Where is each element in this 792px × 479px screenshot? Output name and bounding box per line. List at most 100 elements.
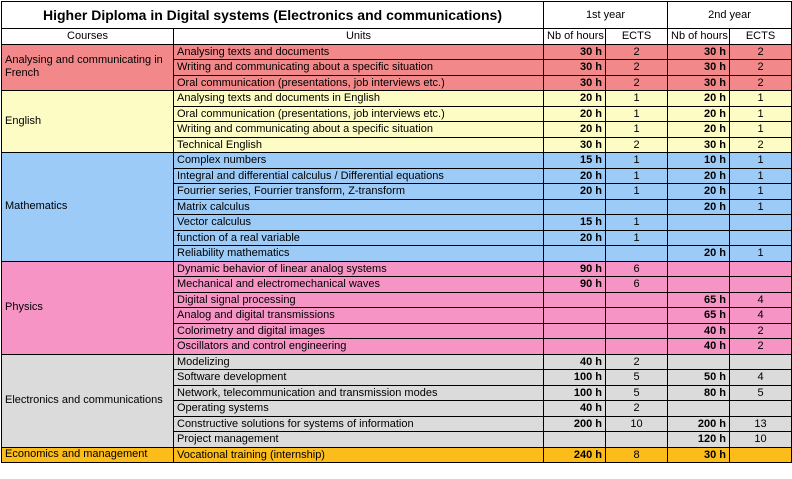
unit-cell: Project management xyxy=(173,431,544,448)
ects2-cell xyxy=(729,214,792,231)
ects2-cell: 5 xyxy=(729,384,792,401)
ects1-cell: 2 xyxy=(604,43,669,60)
unit-cell: Analysing texts and documents xyxy=(173,43,544,60)
ects2-cell xyxy=(729,276,792,293)
hours1-cell: 100 h xyxy=(543,384,606,401)
courses-header: Courses xyxy=(1,28,174,45)
hours2-cell xyxy=(667,229,731,246)
ects2-cell: 2 xyxy=(729,136,792,153)
hours2-cell xyxy=(667,276,731,293)
table-row: Oscillators and control engineering 40 h… xyxy=(2,338,792,355)
hours2-cell: 40 h xyxy=(667,322,731,339)
hours1-cell: 30 h xyxy=(543,74,606,91)
diploma-table: Higher Diploma in Digital systems (Elect… xyxy=(1,1,792,463)
table-row: English Analysing texts and documents in… xyxy=(1,90,792,153)
table-row: Economics and management Vocational trai… xyxy=(1,446,792,463)
unit-cell: Oral communication (presentations, job i… xyxy=(173,74,544,91)
ects2-cell: 2 xyxy=(729,338,792,355)
ects1-cell xyxy=(604,245,669,262)
hours1-cell: 100 h xyxy=(543,369,606,386)
unit-cell: Integral and differential calculus / Dif… xyxy=(173,167,544,184)
ects1-cell: 6 xyxy=(604,260,669,277)
table-row: Analog and digital transmissions 65 h 4 xyxy=(2,307,792,324)
hours1-cell: 200 h xyxy=(543,415,606,432)
table-row: Writing and communicating about a specif… xyxy=(2,121,792,138)
unit-cell: Software development xyxy=(173,369,544,386)
table-row: Digital signal processing 65 h 4 xyxy=(2,291,792,308)
unit-cell: Writing and communicating about a specif… xyxy=(173,121,544,138)
unit-cell: Matrix calculus xyxy=(173,198,544,215)
unit-cell: Modelizing xyxy=(173,353,544,370)
hours1-cell: 15 h xyxy=(543,152,606,169)
table-row: Mathematics Complex numbers 15 h 1 10 h … xyxy=(1,152,792,262)
table-row: Analysing and communicating in French An… xyxy=(1,43,792,91)
unit-cell: Digital signal processing xyxy=(173,291,544,308)
ects2-cell: 10 xyxy=(729,431,792,448)
ects1-cell xyxy=(604,291,669,308)
ects2-cell xyxy=(729,260,792,277)
ects2-cell: 2 xyxy=(729,43,792,60)
ects1-cell: 1 xyxy=(604,90,669,107)
unit-cell: Analysing texts and documents in English xyxy=(173,90,544,107)
hours1-cell: 20 h xyxy=(543,183,606,200)
ects1-header: ECTS xyxy=(604,28,669,45)
ects1-cell xyxy=(604,338,669,355)
ects1-cell: 6 xyxy=(604,276,669,293)
ects2-cell xyxy=(729,400,792,417)
course-cell: Electronics and communications xyxy=(1,353,174,448)
ects2-header: ECTS xyxy=(729,28,792,45)
table-row: Physics Dynamic behavior of linear analo… xyxy=(1,260,792,355)
course-cell: Mathematics xyxy=(1,152,174,262)
hours1-cell: 20 h xyxy=(543,121,606,138)
hours2-cell: 30 h xyxy=(667,43,731,60)
hours2-cell: 20 h xyxy=(667,198,731,215)
course-cell: Physics xyxy=(1,260,174,355)
hours2-cell: 20 h xyxy=(667,167,731,184)
course-cell: English xyxy=(1,90,174,153)
table-row: Operating systems 40 h 2 xyxy=(2,400,792,417)
table-row: Integral and differential calculus / Dif… xyxy=(2,167,792,184)
hours2-cell: 30 h xyxy=(667,446,731,463)
hours1-cell: 30 h xyxy=(543,136,606,153)
table-body: Analysing and communicating in French An… xyxy=(1,43,792,463)
hours2-cell: 20 h xyxy=(667,121,731,138)
hours1-cell: 20 h xyxy=(543,105,606,122)
table-row: Matrix calculus 20 h 1 xyxy=(2,198,792,215)
ects2-cell: 1 xyxy=(729,152,792,169)
ects1-cell xyxy=(604,198,669,215)
hours2-cell: 20 h xyxy=(667,105,731,122)
ects1-cell: 8 xyxy=(604,446,669,463)
ects2-cell: 1 xyxy=(729,121,792,138)
table-row: Mechanical and electromechanical waves 9… xyxy=(2,276,792,293)
units-header: Units xyxy=(173,28,544,45)
ects1-cell: 1 xyxy=(604,105,669,122)
ects1-cell: 2 xyxy=(604,59,669,76)
hours2-cell xyxy=(667,214,731,231)
ects2-cell: 13 xyxy=(729,415,792,432)
hours2-cell: 50 h xyxy=(667,369,731,386)
table-row: Oral communication (presentations, job i… xyxy=(2,105,792,122)
hours2-cell: 200 h xyxy=(667,415,731,432)
hours2-cell: 10 h xyxy=(667,152,731,169)
table-row: Project management 120 h 10 xyxy=(2,431,792,448)
course-cell: Economics and management xyxy=(1,446,174,463)
hours2-cell: 30 h xyxy=(667,136,731,153)
ects2-cell: 4 xyxy=(729,291,792,308)
ects2-cell xyxy=(729,229,792,246)
year2-header: 2nd year xyxy=(667,1,792,29)
unit-cell: Fourrier series, Fourrier transform, Z-t… xyxy=(173,183,544,200)
ects1-cell: 2 xyxy=(604,136,669,153)
hours2-cell xyxy=(667,400,731,417)
hours1-cell: 20 h xyxy=(543,229,606,246)
ects2-cell: 2 xyxy=(729,322,792,339)
table-row: Fourrier series, Fourrier transform, Z-t… xyxy=(2,183,792,200)
unit-cell: Colorimetry and digital images xyxy=(173,322,544,339)
unit-cell: Network, telecommunication and transmiss… xyxy=(173,384,544,401)
ects2-cell: 1 xyxy=(729,245,792,262)
unit-cell: Oscillators and control engineering xyxy=(173,338,544,355)
unit-cell: Analog and digital transmissions xyxy=(173,307,544,324)
ects1-cell: 5 xyxy=(604,384,669,401)
unit-cell: function of a real variable xyxy=(173,229,544,246)
unit-cell: Reliability mathematics xyxy=(173,245,544,262)
hours2-cell: 20 h xyxy=(667,90,731,107)
